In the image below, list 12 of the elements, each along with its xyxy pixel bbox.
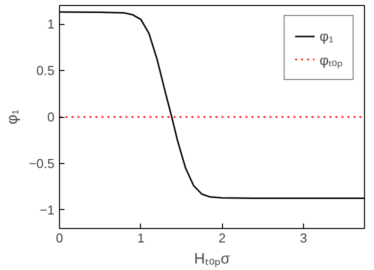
y-tick-label: 0.5 <box>36 63 55 78</box>
x-tick-label: 1 <box>137 230 144 246</box>
y-axis-title: φ₁ <box>4 110 21 124</box>
y-tick-label: 0 <box>47 110 55 124</box>
x-axis-title: Hₜₒₚσ <box>194 250 231 268</box>
y-tick-label: −0.5 <box>28 156 55 171</box>
x-tick-label: 2 <box>218 230 226 246</box>
x-tick-label: 3 <box>300 230 308 246</box>
legend-label: φₜₒₚ <box>320 50 343 68</box>
y-tick-label: 1 <box>47 16 55 32</box>
legend-label: φ₁ <box>320 28 334 44</box>
y-tick-label: −1 <box>40 202 55 218</box>
